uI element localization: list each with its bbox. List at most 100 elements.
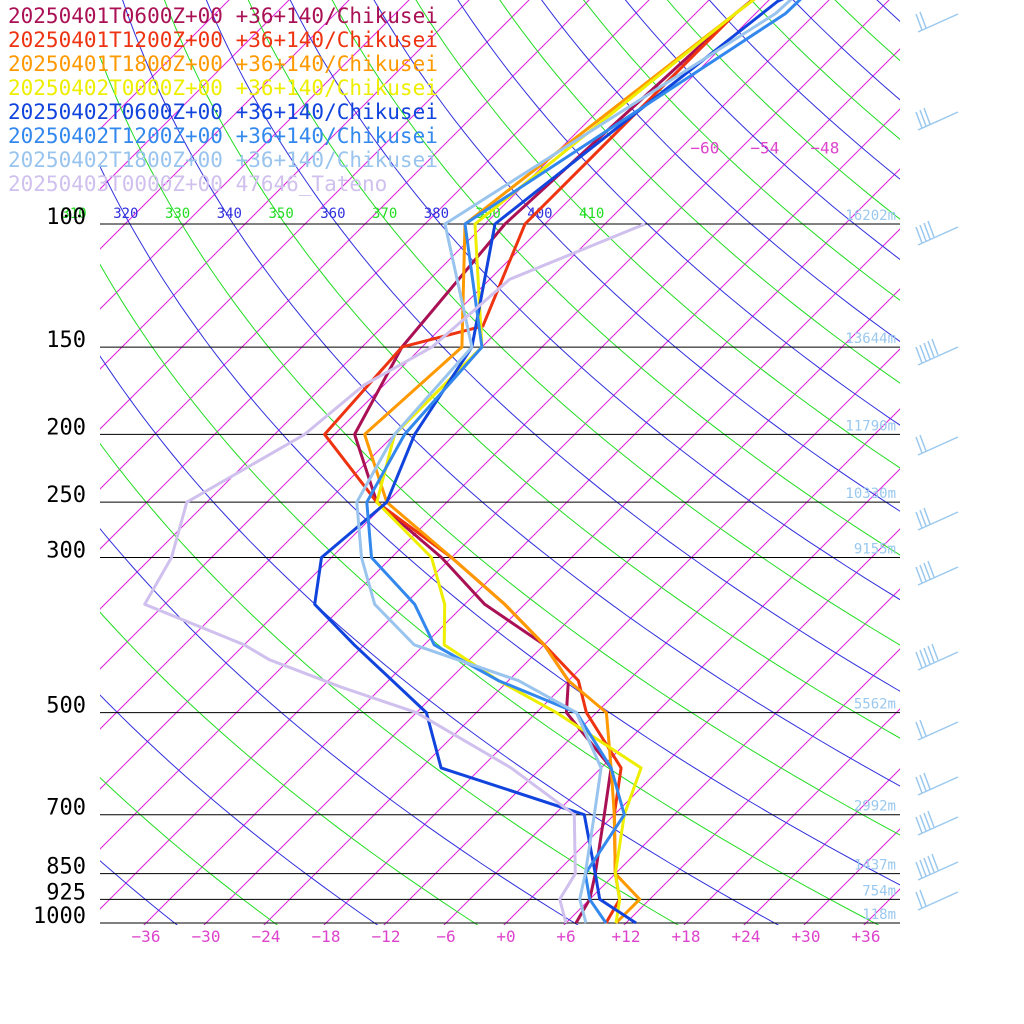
wind-barb (915, 11, 959, 33)
height-label: 9155m (854, 542, 896, 558)
temperature-tick-label: +36 (852, 927, 881, 946)
wind-barb-staff (917, 436, 959, 456)
wind-barb (915, 643, 959, 671)
wind-barb-flag (915, 891, 923, 909)
upper-temperature-label: −48 (810, 139, 839, 158)
wind-barb-flag (915, 111, 923, 129)
wind-barb-flag (919, 109, 927, 127)
pressure-label: 1000 (33, 904, 86, 929)
temperature-tick-label: −6 (436, 927, 455, 946)
legend-entry: 20250401T1800Z+00 +36+140/Chikusei (8, 52, 438, 76)
height-label: 11790m (845, 418, 896, 434)
wind-barb (915, 560, 959, 586)
wind-barb-flag (923, 812, 931, 830)
wind-barb-staff (917, 776, 959, 796)
temperature-tick-label: +30 (792, 927, 821, 946)
wind-barb-staff (917, 511, 959, 531)
height-label: 5562m (854, 697, 896, 713)
legend: 20250401T0600Z+00 +36+140/Chikusei 20250… (8, 4, 438, 196)
wind-barb-flag (931, 643, 939, 661)
isotherm-line (100, 0, 290, 190)
isotherm-line (100, 0, 530, 430)
upper-temperature-labels: −60 −54 −48 (690, 139, 839, 158)
dry-adiabat-line (100, 442, 680, 925)
wind-barb-staff (917, 226, 959, 246)
height-label: 1437m (854, 858, 896, 874)
wind-barb-flag (919, 509, 927, 527)
theta-label: 350 (268, 206, 293, 222)
sounding-series (143, 0, 802, 925)
upper-temperature-label: −54 (750, 139, 779, 158)
wind-barb-flag (915, 861, 923, 879)
isotherm-line (100, 0, 890, 790)
wind-barb-staff (917, 566, 959, 586)
theta-label: 410 (579, 206, 604, 222)
wind-barb-flag (927, 645, 935, 663)
pressure-label: 150 (46, 328, 86, 353)
wind-barb (915, 719, 959, 741)
theta-labels: 310 320 330 340 350 360 370 380 390 400 410 (61, 206, 604, 222)
legend-entry: 20250402T0000Z+00 +36+140/Chikusei (8, 76, 438, 100)
sounding-line (143, 222, 646, 924)
isotherm-line (100, 0, 830, 730)
temperature-tick-label: −18 (312, 927, 341, 946)
wind-barb-flag (923, 107, 931, 125)
wind-barb-flag (915, 816, 923, 834)
wind-barb-staff (917, 651, 959, 671)
isotherm-line (100, 0, 590, 490)
isobar-lines (100, 223, 900, 924)
wind-barb-flag (915, 346, 923, 364)
wind-barb-flag (923, 857, 931, 875)
pressure-label: 250 (46, 483, 86, 508)
wind-barb-staff (917, 346, 959, 366)
height-label: 10330m (845, 486, 896, 502)
pressure-label: 850 (46, 855, 86, 880)
wind-barb-flag (915, 776, 923, 794)
upper-temperature-label: −60 (690, 139, 719, 158)
isotherm-line (683, 708, 900, 925)
temperature-axis-labels: −36 −30 −24 −18 −12 −6 +0 +6 +12 +18 +24 +30 +36 (132, 927, 881, 946)
wind-barb (915, 772, 959, 796)
wind-barb-staff (917, 13, 959, 33)
pressure-label: 100 (46, 205, 86, 230)
height-labels: 16202m 13644m 11790m 10330m 9155m 5562m 2992m 1… (845, 208, 896, 923)
dry-adiabat-line (582, 0, 900, 301)
isotherm-line (100, 0, 350, 250)
wind-barbs (915, 11, 959, 911)
temperature-tick-label: +12 (612, 927, 641, 946)
wind-barb-flag (915, 226, 923, 244)
wind-barb-flag (919, 224, 927, 242)
theta-label: 330 (165, 206, 190, 222)
pressure-label: 200 (46, 415, 86, 440)
wind-barb-flag (919, 434, 927, 452)
theta-label: 380 (424, 206, 449, 222)
wind-barb-flag (919, 859, 927, 877)
temperature-tick-label: −30 (192, 927, 221, 946)
pressure-label: 500 (46, 694, 86, 719)
sounding-line (375, 0, 756, 924)
wind-barb-flag (919, 11, 927, 29)
legend-entry: 20250403T0000Z+00 47646_Tateno (8, 172, 388, 196)
dry-adiabat-line (541, 0, 900, 343)
wind-barb-flag (919, 649, 927, 667)
legend-entry: 20250402T1200Z+00 +36+140/Chikusei (8, 124, 438, 148)
isotherm-line (100, 0, 410, 310)
dry-adiabat-line (708, 0, 900, 180)
wind-barb-flag (927, 340, 935, 358)
dry-adiabat-line (457, 0, 900, 426)
legend-entry: 20250402T1800Z+00 +36+140/Chikusei (8, 148, 438, 172)
pressure-label: 925 (46, 880, 86, 905)
isotherm-line (383, 408, 900, 925)
wind-barb (915, 810, 959, 836)
wind-barb (915, 338, 959, 366)
dry-adiabat-line (100, 355, 780, 925)
height-label: 16202m (845, 208, 896, 224)
isotherm-line (203, 228, 900, 925)
isotherm-line (911, 0, 1024, 938)
isotherm-lines (100, 0, 1024, 938)
pressure-label: 300 (46, 539, 86, 564)
isotherm-line (100, 0, 470, 370)
isotherm-line (143, 168, 900, 925)
wind-barb-flag (923, 222, 931, 240)
